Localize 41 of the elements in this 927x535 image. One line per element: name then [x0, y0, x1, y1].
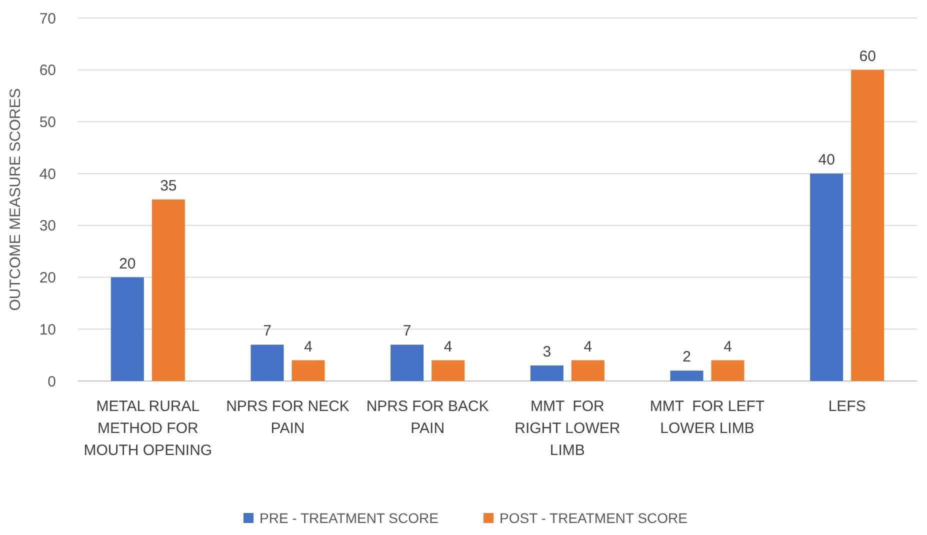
bar [292, 360, 325, 381]
x-tick-label: MMT FOR LEFT LOWER LIMB [650, 398, 765, 437]
data-label: 35 [160, 178, 177, 194]
y-tick-label: 60 [39, 62, 56, 80]
data-label: 7 [402, 322, 412, 340]
bar [432, 360, 465, 381]
bar [250, 344, 284, 381]
y-axis-title: OUTCOME MEASURE SCORES [7, 88, 24, 311]
bar [110, 277, 144, 381]
x-tick-label: METAL RURAL METHOD FOR MOUTH OPENING [84, 398, 212, 459]
data-label: 40 [818, 152, 835, 169]
data-label: 60 [859, 48, 876, 65]
bar [152, 200, 185, 381]
data-label: 4 [584, 338, 592, 356]
y-tick-label: 0 [48, 373, 56, 390]
y-tick-label: 10 [39, 321, 56, 338]
bar [851, 70, 884, 381]
bar [530, 365, 564, 381]
x-tick-label: NPRS FOR NECK PAIN [226, 398, 350, 437]
bar [571, 360, 604, 381]
y-tick-label: 20 [39, 270, 56, 287]
data-label: 4 [444, 338, 452, 356]
y-tick-label: 30 [39, 218, 56, 235]
x-tick-label: LEFS [828, 398, 866, 415]
bar [711, 360, 744, 381]
bar [810, 174, 844, 381]
bar [390, 344, 424, 381]
data-label: 2 [682, 348, 691, 366]
data-label: 4 [304, 338, 312, 356]
data-label: 4 [724, 338, 732, 356]
data-label: 20 [119, 255, 136, 272]
y-tick-label: 70 [39, 10, 56, 28]
legend-label: PRE - TREATMENT SCORE [260, 510, 438, 526]
data-label: 3 [542, 343, 552, 360]
legend-label: POST - TREATMENT SCORE [500, 510, 688, 526]
x-tick-label: MMT FOR RIGHT LOWER LIMB [514, 398, 620, 459]
data-label: 7 [263, 322, 272, 340]
y-tick-label: 40 [39, 166, 56, 183]
y-tick-label: 50 [39, 114, 56, 131]
x-tick-label: NPRS FOR BACK PAIN [366, 398, 489, 437]
bar [670, 370, 704, 381]
